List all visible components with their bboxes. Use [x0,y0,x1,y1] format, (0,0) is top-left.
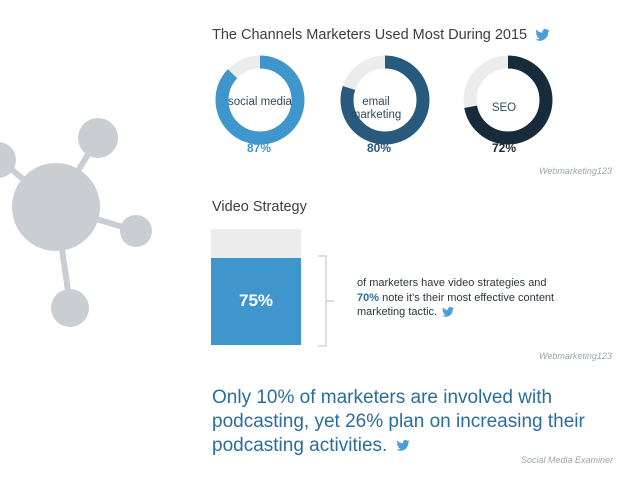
credit-webmarketing-2: Webmarketing123 [539,351,612,361]
video-bar-track: 75% [211,229,301,345]
donut-value-seo: 72% [491,141,517,155]
donut-value-email: 80% [366,141,392,155]
video-bar-fill [211,258,301,345]
twitter-icon[interactable] [535,29,550,41]
network-node [0,142,16,178]
network-center-node [12,163,100,251]
video-description-part2: note it’s their most effective content m… [357,291,555,319]
donut-label-seo: SEO [491,102,517,114]
network-graphic [0,118,152,327]
video-description: of marketers have video strategies and 7… [357,276,557,320]
channels-title: The Channels Marketers Used Most During … [212,27,550,43]
network-node [78,118,118,158]
donut-slice-email-marketing [340,55,430,145]
donut-value-social: 87% [246,141,272,155]
donut-slice-SEO [463,55,553,145]
twitter-icon[interactable] [396,440,410,452]
donut-slice-social-media [215,55,305,145]
donut-label-email: email marketing [350,96,402,121]
credit-social-media-examiner: Social Media Examiner [521,455,614,465]
credit-webmarketing-1: Webmarketing123 [539,166,612,176]
video-description-highlight: 70% [357,291,380,304]
video-bar-value: 75% [238,291,274,310]
podcasting-statement: Only 10% of marketers are involved with … [212,386,622,458]
network-node [120,215,152,247]
donut-label-social: social media [228,96,292,108]
donut-charts [215,55,553,145]
twitter-icon[interactable] [442,307,455,317]
video-description-part1: of marketers have video strategies and [357,277,547,289]
video-title: Video Strategy [212,199,307,215]
network-node [51,289,89,327]
channels-title-text: The Channels Marketers Used Most During … [212,27,528,43]
podcasting-statement-text: Only 10% of marketers are involved with … [212,387,585,456]
bracket [318,255,334,347]
